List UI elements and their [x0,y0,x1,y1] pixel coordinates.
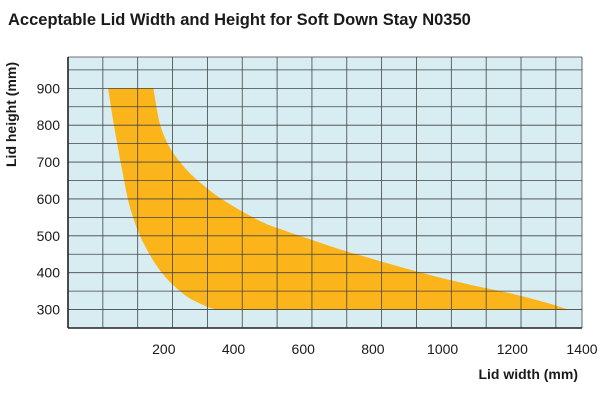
x-tick-label: 400 [222,341,246,357]
y-tick-labels: 300 400 500 600 700 800 900 [37,80,61,317]
x-axis-title: Lid width (mm) [478,366,578,382]
x-tick-label: 1000 [427,341,458,357]
y-tick-label: 500 [37,228,61,244]
y-tick-label: 800 [37,117,61,133]
x-tick-label: 1400 [566,341,597,357]
x-tick-labels: 200 400 600 800 1000 1200 1400 [152,341,598,357]
y-axis-title: Lid height (mm) [3,62,19,167]
y-tick-label: 300 [37,302,61,318]
y-tick-label: 400 [37,265,61,281]
y-tick-label: 900 [37,80,61,96]
grid-lines [68,56,583,328]
x-tick-label: 600 [292,341,316,357]
chart-title: Acceptable Lid Width and Height for Soft… [8,11,471,29]
x-tick-label: 200 [152,341,176,357]
y-tick-label: 700 [37,154,61,170]
x-tick-label: 1200 [497,341,528,357]
x-tick-label: 800 [361,341,385,357]
y-tick-label: 600 [37,191,61,207]
